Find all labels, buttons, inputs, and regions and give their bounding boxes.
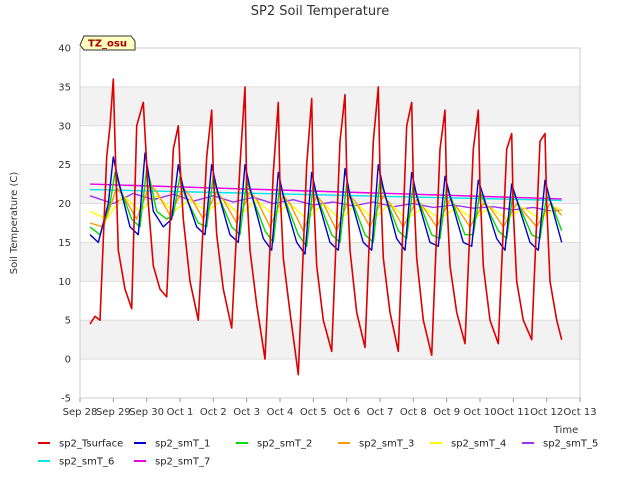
x-tick-label: Oct 7 [367, 407, 394, 418]
plot-band [80, 86, 580, 126]
chart-title: SP2 Soil Temperature [251, 4, 389, 19]
x-tick-label: Oct 8 [400, 407, 427, 418]
y-tick-label: 35 [58, 82, 71, 93]
y-axis-ticks: -5 0 5 10 15 20 25 30 35 40 [58, 44, 71, 405]
y-tick-label: 0 [65, 355, 71, 366]
legend-label: sp2_smT_1 [155, 439, 210, 450]
x-tick-label: Sep 30 [129, 407, 164, 418]
x-tick-label: Oct 2 [200, 407, 227, 418]
legend-label: sp2_smT_7 [155, 457, 210, 468]
legend-label: sp2_smT_3 [359, 439, 414, 450]
y-tick-label: 40 [58, 44, 71, 55]
x-tick-label: Oct 6 [333, 407, 360, 418]
y-tick-label: 30 [58, 121, 71, 132]
x-tick-label: Oct 5 [300, 407, 327, 418]
x-axis-title: Time [553, 425, 578, 436]
plot-band [80, 281, 580, 321]
tz-tag: TZ_osu [79, 35, 136, 51]
series-line-sp2_Tsurface [89, 78, 563, 376]
plot-band [80, 359, 580, 398]
y-tick-label: 20 [58, 199, 71, 210]
plot-band [80, 125, 580, 165]
series-layer [89, 78, 563, 376]
y-tick-label: 5 [65, 316, 71, 327]
plot-band [80, 48, 580, 87]
x-tick-label: Sep 28 [63, 407, 98, 418]
x-tick-label: Oct 9 [433, 407, 460, 418]
plot-band [80, 242, 580, 282]
x-tick-label: Oct 10 [463, 407, 496, 418]
series-line-sp2_smT_5 [89, 192, 562, 213]
x-tick-label: Oct 12 [530, 407, 563, 418]
legend-label: sp2_smT_6 [59, 457, 114, 468]
y-tick-label: 25 [58, 160, 71, 171]
x-tick-label: Oct 1 [167, 407, 194, 418]
x-tick-label: Oct 3 [233, 407, 260, 418]
plot-frame [79, 47, 581, 399]
y-axis-title: Soil Temperature (C) [9, 172, 20, 275]
plot-band [80, 320, 580, 360]
legend-label: sp2_smT_4 [451, 439, 506, 450]
tz-tag-box [79, 35, 136, 51]
y-tick-label: 10 [58, 277, 71, 288]
tz-tag-label: TZ_osu [88, 39, 127, 50]
y-tick-label: -5 [61, 394, 71, 405]
y-tick-label: 15 [58, 238, 71, 249]
legend-label: sp2_smT_5 [543, 439, 598, 450]
legend-label: sp2_smT_2 [257, 439, 312, 450]
x-tick-label: Sep 29 [96, 407, 131, 418]
x-tick-label: Oct 4 [267, 407, 294, 418]
x-tick-label: Oct 13 [563, 407, 596, 418]
x-tick-label: Oct 11 [497, 407, 530, 418]
plot-background [80, 48, 580, 398]
legend-label: sp2_Tsurface [59, 439, 123, 450]
legend: sp2_Tsurface sp2_smT_1 sp2_smT_2 sp2_smT_3 s… [38, 439, 598, 468]
